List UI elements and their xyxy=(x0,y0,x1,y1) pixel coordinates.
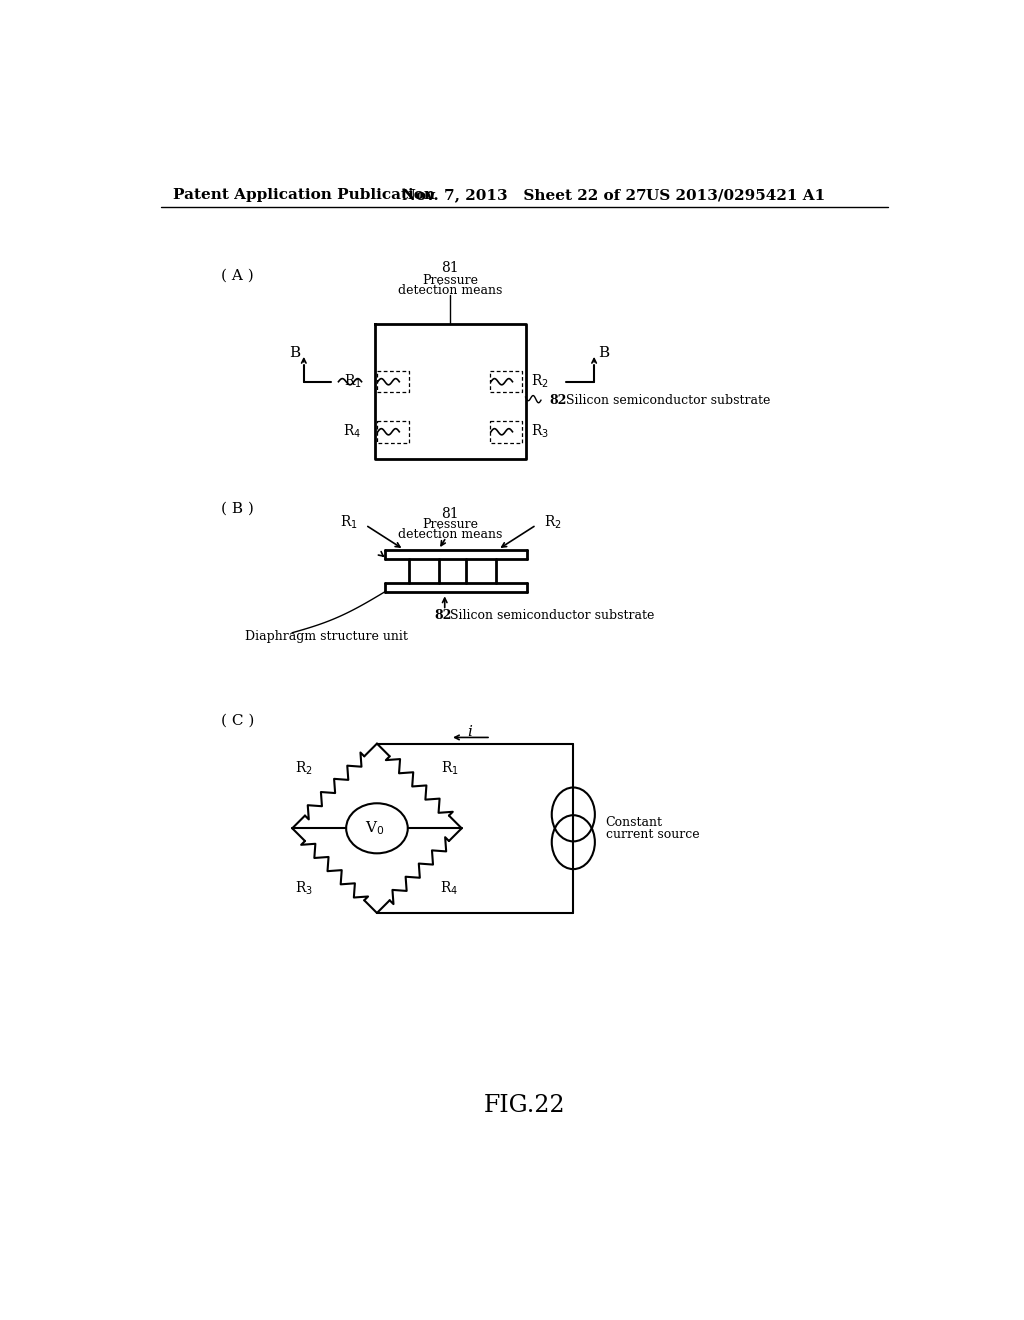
Text: B: B xyxy=(598,346,609,360)
Text: R$_3$: R$_3$ xyxy=(531,422,549,441)
Text: Silicon semiconductor substrate: Silicon semiconductor substrate xyxy=(566,393,771,407)
Text: R$_2$: R$_2$ xyxy=(544,513,562,532)
Text: R$_1$: R$_1$ xyxy=(340,513,357,532)
Text: Patent Application Publication: Patent Application Publication xyxy=(173,189,435,202)
Text: ( A ): ( A ) xyxy=(221,268,254,282)
Text: V$_0$: V$_0$ xyxy=(365,820,384,837)
Text: R$_2$: R$_2$ xyxy=(295,759,313,777)
Text: detection means: detection means xyxy=(398,284,503,297)
Text: R$_3$: R$_3$ xyxy=(295,879,313,898)
Text: 82: 82 xyxy=(435,609,452,622)
Text: R$_4$: R$_4$ xyxy=(343,422,361,441)
Text: Silicon semiconductor substrate: Silicon semiconductor substrate xyxy=(451,609,654,622)
Text: Constant: Constant xyxy=(605,816,663,829)
Text: 82: 82 xyxy=(550,393,567,407)
Text: Diaphragm structure unit: Diaphragm structure unit xyxy=(245,630,408,643)
Text: i: i xyxy=(467,725,472,739)
Text: US 2013/0295421 A1: US 2013/0295421 A1 xyxy=(646,189,825,202)
Text: 81: 81 xyxy=(441,507,459,521)
Text: Nov. 7, 2013   Sheet 22 of 27: Nov. 7, 2013 Sheet 22 of 27 xyxy=(401,189,646,202)
Text: Pressure: Pressure xyxy=(422,273,478,286)
Text: ( C ): ( C ) xyxy=(221,714,255,727)
Text: R$_1$: R$_1$ xyxy=(344,374,361,391)
Text: detection means: detection means xyxy=(398,528,503,541)
Text: B: B xyxy=(289,346,300,360)
Text: R$_4$: R$_4$ xyxy=(440,879,459,898)
Text: R$_2$: R$_2$ xyxy=(531,374,549,391)
Text: 81: 81 xyxy=(441,261,459,275)
Text: Pressure: Pressure xyxy=(422,517,478,531)
Text: R$_1$: R$_1$ xyxy=(440,759,459,777)
Text: current source: current source xyxy=(605,828,699,841)
Text: ( B ): ( B ) xyxy=(221,502,254,516)
Text: FIG.22: FIG.22 xyxy=(484,1094,565,1117)
